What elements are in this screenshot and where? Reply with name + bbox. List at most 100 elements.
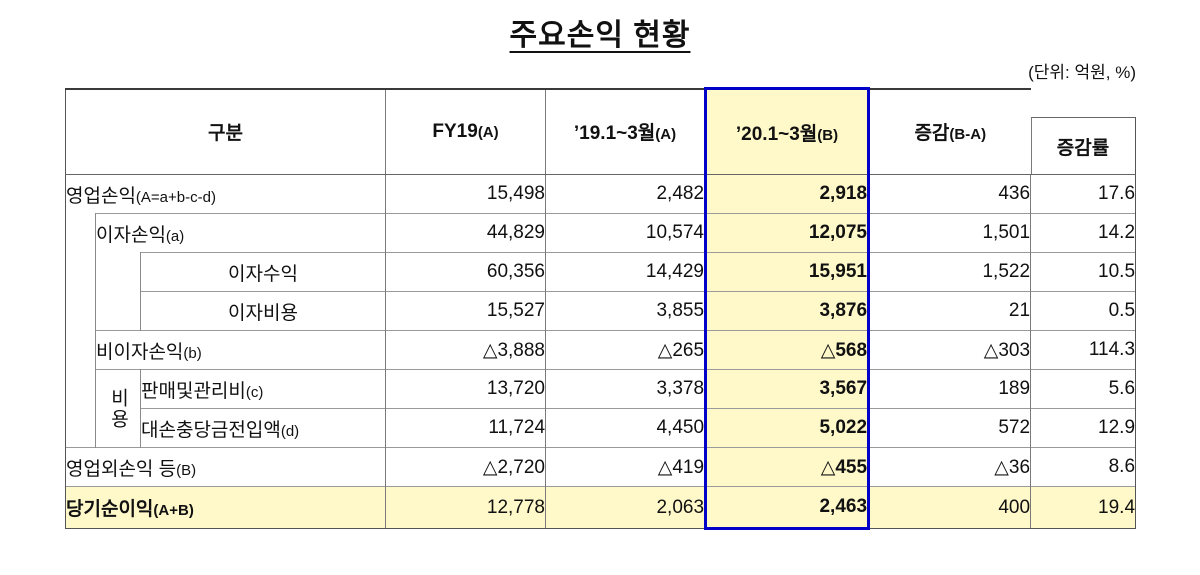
indent-spacer [95, 252, 141, 292]
row-label-text: 이자수익 [228, 263, 298, 285]
row-label: 당기순이익(A+B) [64, 486, 386, 529]
row-label-text: 당기순이익 [66, 499, 154, 520]
col-header-change: 증감(B-A) [868, 87, 1031, 175]
table-row: 대손충당금전입액(d) 11,724 4,450 5,022 572 12.9 [65, 408, 1137, 448]
table-row: 이자손익(a) 44,829 10,574 12,075 1,501 14.2 [65, 213, 1137, 253]
col-header-q1-2019: ’19.1~3월(A) [545, 87, 706, 175]
table-row: 비용 판매및관리비(c) 13,720 3,378 3,567 189 5.6 [65, 369, 1137, 448]
cell-rate: 114.3 [1030, 330, 1137, 370]
cell-change: 21 [868, 291, 1031, 331]
cell-rate: 19.4 [1030, 486, 1137, 529]
cell-q1-2020: 3,876 [704, 291, 871, 331]
cell-change: 1,522 [868, 252, 1031, 292]
cell-fy19: 15,498 [385, 174, 546, 214]
table-row: 비이자손익(b) △3,888 △265 △568 △303 114.3 [65, 330, 1137, 370]
cell-q1-2019: △265 [545, 330, 706, 370]
cell-q1-2019: 2,482 [545, 174, 706, 214]
row-label: 영업손익(A=a+b-c-d) [64, 174, 386, 214]
row-label-text: 판매및관리비 [141, 380, 246, 402]
cell-q1-2019: 4,450 [545, 408, 706, 448]
table-row: 영업외손익 등(B) △2,720 △419 △455 △36 8.6 [64, 447, 1137, 487]
cell-fy19: 60,356 [385, 252, 546, 292]
cell-rate: 8.6 [1030, 447, 1137, 487]
row-label-suffix: (b) [183, 344, 202, 362]
cell-q1-2019: △419 [545, 447, 706, 487]
row-label: 대손충당금전입액(d) [140, 408, 386, 448]
cell-q1-2020: 12,075 [704, 213, 871, 253]
table-row: 이자수익 60,356 14,429 15,951 1,522 10.5 [65, 252, 1137, 292]
change-rate-header-box: 증감률 [1030, 117, 1136, 174]
cell-rate: 0.5 [1030, 291, 1137, 331]
expense-group-label: 비용 [95, 369, 141, 448]
cell-rate: 12.9 [1030, 408, 1137, 448]
cell-fy19: △3,888 [385, 330, 546, 370]
indent-spacer [65, 213, 96, 253]
row-label-suffix: (d) [280, 422, 300, 440]
row-label-suffix: (a) [165, 227, 185, 245]
table-row: 이자비용 15,527 3,855 3,876 21 0.5 [65, 291, 1137, 331]
cell-q1-2020: 2,463 [704, 486, 871, 530]
cell-q1-2020: 2,918 [704, 174, 871, 214]
page-title: 주요손익 현황 [509, 19, 691, 52]
header-suffix: (B) [817, 126, 839, 144]
header-text: 증감 [914, 123, 950, 145]
row-label-text: 영업손익 [66, 185, 136, 207]
cell-q1-2020: 5,022 [704, 408, 871, 448]
indent-spacer [65, 408, 96, 448]
col-header-change-rate: 증감률 [1030, 88, 1136, 175]
cell-fy19: 11,724 [385, 408, 546, 448]
cell-q1-2020: △455 [704, 447, 871, 487]
indent-spacer [65, 252, 96, 292]
header-suffix: (B-A) [949, 126, 987, 144]
cell-q1-2020: △568 [704, 330, 871, 370]
header-text: FY19 [432, 120, 478, 142]
indent-spacer [65, 369, 96, 409]
col-header-fy19: FY19(A) [385, 87, 546, 175]
cell-q1-2019: 2,063 [545, 486, 706, 529]
header-text: 증감률 [1056, 137, 1110, 159]
row-label-text: 대손충당금전입액 [141, 419, 281, 441]
row-label-text: 비이자손익 [96, 341, 184, 363]
cell-rate: 10.5 [1030, 252, 1137, 292]
row-label-text: 이자비용 [228, 302, 298, 324]
col-header-category: 구분 [64, 87, 386, 175]
row-label: 이자수익 [140, 252, 386, 292]
row-label-suffix: (B) [176, 461, 197, 479]
cell-q1-2019: 3,378 [545, 369, 706, 409]
indent-spacer [95, 291, 141, 331]
row-label: 비이자손익(b) [95, 330, 386, 370]
cell-fy19: 15,527 [385, 291, 546, 331]
row-label-suffix: (A+B) [153, 502, 194, 519]
cell-rate: 5.6 [1030, 369, 1137, 409]
cell-change: 572 [868, 408, 1031, 448]
cell-change: 1,501 [868, 213, 1031, 253]
header-text: ’19.1~3월 [573, 123, 656, 145]
row-label-text: 이자손익 [96, 224, 166, 246]
cell-fy19: 12,778 [385, 486, 546, 529]
row-label: 판매및관리비(c) [140, 369, 386, 409]
row-label-suffix: (A=a+b-c-d) [135, 188, 216, 206]
col-header-q1-2020: ’20.1~3월(B) [704, 87, 871, 175]
cell-change: △303 [868, 330, 1031, 370]
cell-rate: 14.2 [1030, 213, 1137, 253]
cell-change: △36 [868, 447, 1031, 487]
table-row: 영업손익(A=a+b-c-d) 15,498 2,482 2,918 436 1… [64, 174, 1137, 214]
indent-spacer [65, 291, 96, 331]
indent-spacer [65, 330, 96, 370]
profit-loss-table: 구분 FY19(A) ’19.1~3월(A) ’20.1~3월(B) 증감(B-… [64, 87, 1137, 530]
row-label-text: 영업외손익 등 [66, 458, 177, 480]
table-row-total: 당기순이익(A+B) 12,778 2,063 2,463 400 19.4 [64, 486, 1137, 530]
header-suffix: (A) [477, 123, 499, 141]
cell-q1-2019: 3,855 [545, 291, 706, 331]
header-suffix: (A) [655, 126, 677, 144]
row-label: 영업외손익 등(B) [64, 447, 386, 487]
cell-change: 400 [868, 486, 1031, 529]
row-label-suffix: (c) [245, 383, 264, 401]
cell-q1-2019: 10,574 [545, 213, 706, 253]
cell-q1-2019: 14,429 [545, 252, 706, 292]
cell-change: 189 [868, 369, 1031, 409]
report-page: 주요손익 현황 (단위: 억원, %) 구분 FY19(A) ’19.1~3월(… [0, 10, 1200, 530]
cell-change: 436 [868, 174, 1031, 214]
row-label: 이자비용 [140, 291, 386, 331]
header-row: 구분 FY19(A) ’19.1~3월(A) ’20.1~3월(B) 증감(B-… [64, 87, 1136, 175]
